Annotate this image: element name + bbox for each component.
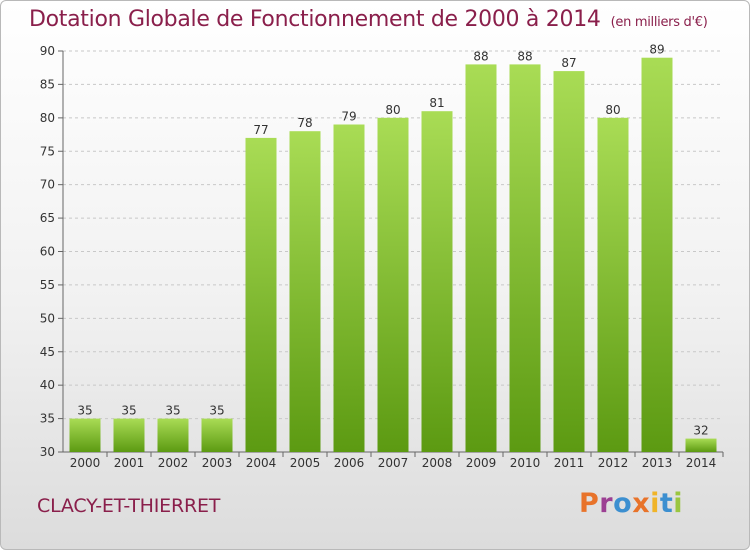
bar bbox=[421, 111, 453, 452]
x-tick-label: 2001 bbox=[114, 456, 145, 470]
bar bbox=[465, 64, 497, 453]
x-tick-label: 2013 bbox=[642, 456, 673, 470]
y-tick-label: 40 bbox=[40, 378, 55, 392]
data-label: 88 bbox=[473, 49, 488, 63]
data-label: 78 bbox=[297, 116, 312, 130]
bar bbox=[685, 438, 717, 452]
bar bbox=[509, 64, 541, 453]
data-label: 35 bbox=[77, 404, 92, 418]
data-label: 35 bbox=[209, 404, 224, 418]
logo-letter: x bbox=[632, 488, 651, 519]
logo-letter: i bbox=[650, 488, 660, 519]
bar bbox=[333, 124, 365, 452]
data-label: 35 bbox=[121, 404, 136, 418]
data-label: 81 bbox=[429, 96, 444, 110]
chart-title: Dotation Globale de Fonctionnement de 20… bbox=[29, 7, 708, 32]
data-label: 77 bbox=[253, 123, 268, 137]
x-tick-label: 2004 bbox=[246, 456, 277, 470]
bar bbox=[641, 57, 673, 452]
logo-letter: i bbox=[673, 488, 684, 519]
bar bbox=[157, 418, 189, 452]
x-tick-label: 2011 bbox=[554, 456, 585, 470]
data-label: 80 bbox=[605, 103, 620, 117]
y-tick-label: 30 bbox=[40, 445, 55, 459]
x-tick-label: 2000 bbox=[70, 456, 101, 470]
bar bbox=[377, 117, 409, 453]
y-tick-label: 45 bbox=[40, 345, 55, 359]
y-tick-label: 80 bbox=[40, 111, 55, 125]
y-tick-label: 70 bbox=[40, 178, 55, 192]
logo-letter: r bbox=[599, 488, 614, 519]
bar bbox=[69, 418, 101, 452]
y-tick-label: 35 bbox=[40, 412, 55, 426]
y-tick-label: 60 bbox=[40, 245, 55, 259]
chart-unit-label: (en milliers d'€) bbox=[610, 15, 708, 30]
y-tick-label: 75 bbox=[40, 144, 55, 158]
y-tick-label: 55 bbox=[40, 278, 55, 292]
data-label: 32 bbox=[693, 424, 708, 438]
bar bbox=[245, 137, 277, 452]
proxiti-logo: Proxiti bbox=[579, 488, 683, 519]
chart-title-text: Dotation Globale de Fonctionnement de 20… bbox=[29, 7, 601, 32]
data-label: 35 bbox=[165, 404, 180, 418]
x-tick-label: 2006 bbox=[334, 456, 365, 470]
x-tick-label: 2009 bbox=[466, 456, 497, 470]
data-label: 88 bbox=[517, 49, 532, 63]
bar bbox=[113, 418, 145, 452]
y-tick-label: 65 bbox=[40, 211, 55, 225]
x-tick-label: 2010 bbox=[510, 456, 541, 470]
x-tick-label: 2008 bbox=[422, 456, 453, 470]
logo-letter: t bbox=[659, 488, 674, 519]
x-tick-label: 2003 bbox=[202, 456, 233, 470]
x-tick-label: 2012 bbox=[598, 456, 629, 470]
logo-letter: o bbox=[613, 488, 633, 519]
y-tick-label: 50 bbox=[40, 311, 55, 325]
bar bbox=[553, 71, 585, 452]
x-tick-label: 2005 bbox=[290, 456, 321, 470]
y-tick-label: 90 bbox=[40, 44, 55, 58]
bar bbox=[597, 117, 629, 453]
data-label: 79 bbox=[341, 110, 356, 124]
data-label: 87 bbox=[561, 56, 576, 70]
data-label: 89 bbox=[649, 43, 664, 57]
y-tick-label: 85 bbox=[40, 77, 55, 91]
data-label: 80 bbox=[385, 103, 400, 117]
bar bbox=[201, 418, 233, 452]
x-tick-label: 2002 bbox=[158, 456, 189, 470]
x-tick-label: 2014 bbox=[686, 456, 717, 470]
x-tick-label: 2007 bbox=[378, 456, 409, 470]
commune-name: CLACY-ET-THIERRET bbox=[37, 495, 221, 517]
logo-letter: P bbox=[579, 488, 600, 519]
bar bbox=[289, 131, 321, 452]
